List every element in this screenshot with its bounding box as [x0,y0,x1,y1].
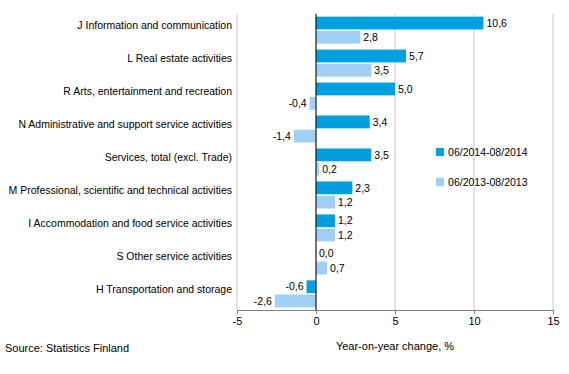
data-label: 3,4 [373,116,388,128]
tick: I Accommodation and food service activit… [28,217,237,229]
tick: M Professional, scientific and technical… [8,184,237,196]
series [275,31,371,308]
data-label: -0,4 [289,97,307,109]
legend-label: 06/2014-08/2014 [448,146,528,158]
bar [316,83,395,96]
bars [275,17,484,308]
tick: 10 [468,310,480,327]
bar [316,181,352,194]
bar [307,280,316,293]
tick-mark [474,310,475,314]
category-label: M Professional, scientific and technical… [8,184,232,196]
y-axis: J Information and communication L Real es… [8,19,237,295]
data-label: 0,2 [322,163,337,175]
tick-label: 15 [547,315,559,327]
data-labels: 10,65,75,03,43,52,31,20,0-0,62,83,5-0,4-… [254,17,507,307]
tick: S Other service activities [116,250,237,262]
tick: J Information and communication [77,19,237,31]
tick: H Transportation and storage [96,283,237,295]
bar [316,214,335,227]
data-label: 10,6 [486,17,507,29]
bar [316,50,406,63]
bar [316,64,371,77]
tick-mark [553,310,554,314]
data-label: 0,7 [330,262,345,274]
data-label: 1,2 [338,196,353,208]
tick: N Administrative and support service act… [18,118,237,130]
grid [237,14,553,310]
bar [275,295,316,308]
data-label: -0,6 [285,280,303,292]
data-label: -2,6 [254,295,272,307]
legend-label: 06/2013-08/2013 [448,176,528,188]
x-axis: -5 0 5 10 15 [233,310,560,327]
bar [316,31,360,44]
tick: 0 [313,310,319,327]
tick: Services, total (excl. Trade) [105,151,237,163]
category-label: I Accommodation and food service activit… [28,217,232,229]
tick-mark [316,310,317,314]
tick: L Real estate activities [127,52,237,64]
x-axis-line [238,311,554,315]
tick-label: -5 [233,315,243,327]
bar [310,97,316,110]
tick-label: 10 [468,315,480,327]
source: Source: Statistics Finland [5,342,129,354]
grid-line [474,14,475,310]
tick-label: 5 [392,315,398,327]
data-label: 3,5 [374,149,389,161]
legend-item: 06/2013-08/2013 [436,176,528,188]
legend-swatch [436,148,444,156]
tick-mark [395,310,396,314]
tick: 15 [547,310,559,327]
bar [316,17,483,30]
data-label: 5,7 [409,50,424,62]
x-axis-title: Year-on-year change, % [336,340,454,352]
data-label: 2,3 [355,182,370,194]
bar [316,229,335,242]
tick: 5 [392,310,398,327]
category-label: J Information and communication [77,19,232,31]
data-label: 3,5 [374,64,389,76]
data-label: 5,0 [398,83,413,95]
zero-line [316,14,317,310]
category-label: Services, total (excl. Trade) [105,151,232,163]
category-label: L Real estate activities [127,52,232,64]
legend: 06/2014-08/2014 06/2013-08/2013 [436,146,528,188]
data-label: 1,2 [338,214,353,226]
category-label: S Other service activities [116,250,232,262]
category-label: H Transportation and storage [96,283,232,295]
tick-label: 0 [313,315,319,327]
grid-line [316,14,317,310]
bar [294,130,316,143]
tick-mark [237,310,238,314]
plot: 10,65,75,03,43,52,31,20,0-0,62,83,5-0,4-… [8,14,559,327]
data-label: 2,8 [363,31,378,43]
bar [316,196,335,209]
tick: -5 [233,310,243,327]
legend-item: 06/2014-08/2014 [436,146,528,158]
grid-line [553,14,554,310]
legend-swatch [436,178,444,186]
grid-line [237,14,238,310]
category-label: R Arts, entertainment and recreation [63,85,232,97]
bar [316,116,370,129]
tick: R Arts, entertainment and recreation [63,85,237,97]
chart: 10,65,75,03,43,52,31,20,0-0,62,83,5-0,4-… [0,0,569,374]
bar [316,262,327,275]
data-label: 1,2 [338,229,353,241]
bar [316,148,371,161]
category-label: N Administrative and support service act… [18,118,232,130]
data-label: 0,0 [319,247,334,259]
data-label: -1,4 [273,130,291,142]
